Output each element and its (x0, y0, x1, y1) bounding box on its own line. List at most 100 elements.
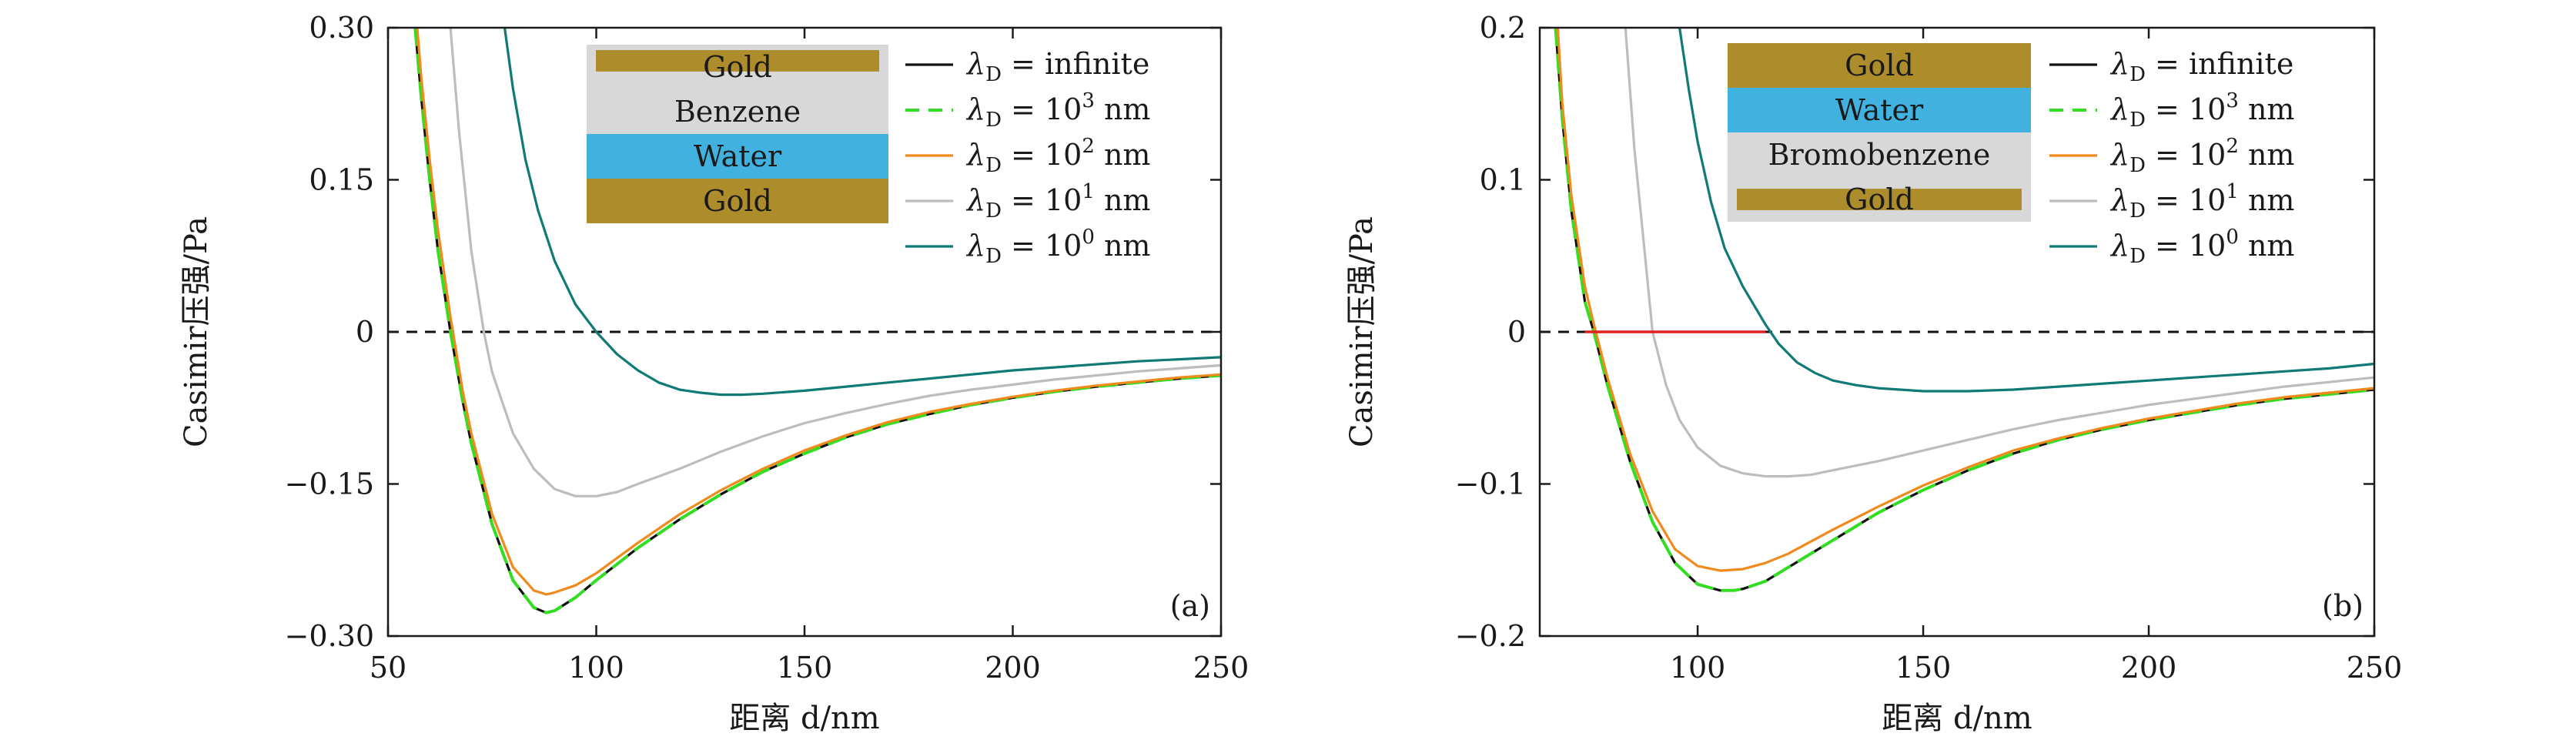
layer-label: Benzene (674, 95, 801, 129)
layer-label: Gold (1845, 182, 1914, 216)
legend-unit: nm (2239, 229, 2295, 263)
layer-label: Water (1835, 93, 1924, 127)
x-tick-label: 100 (568, 651, 624, 685)
legend-unit: nm (1095, 138, 1151, 172)
series-line-3 (1624, 28, 2374, 478)
legend-equals: = (1002, 92, 1045, 126)
y-tick-label: −0.2 (1455, 619, 1526, 653)
legend-subscript: D (985, 109, 1002, 132)
legend-base: 10 (2189, 92, 2226, 126)
x-axis-title: 距离 d/nm (1882, 701, 2032, 736)
layer-label: Gold (1845, 49, 1914, 82)
layer-label: Bromobenzene (1768, 138, 1991, 172)
legend-equals: = (2146, 183, 2189, 217)
x-tick-label: 200 (985, 651, 1041, 685)
legend-equals: = (2146, 138, 2189, 172)
series-group (413, 28, 1221, 614)
y-tick-label: 0.1 (1480, 163, 1526, 197)
legend-lambda: λ (2109, 229, 2129, 263)
legend-superscript: 0 (1082, 226, 1095, 249)
legend-lambda: λ (2109, 92, 2129, 126)
legend-subscript: D (2129, 245, 2146, 268)
legend-entry-4: λD = 100 nm (965, 226, 1150, 268)
layer-label: Water (694, 139, 782, 173)
legend-superscript: 3 (2226, 89, 2239, 112)
legend-subscript: D (985, 245, 1002, 268)
layer-label: Gold (703, 184, 772, 218)
legend-superscript: 3 (1082, 89, 1095, 112)
legend-equals: = (1002, 229, 1045, 263)
legend-subscript: D (2129, 109, 2146, 132)
layer-gold (587, 179, 888, 223)
legend-subscript: D (2129, 63, 2146, 86)
legend-subscript: D (2129, 199, 2146, 223)
x-tick-label: 250 (1193, 651, 1250, 685)
legend-superscript: 0 (2226, 226, 2239, 249)
layer-water (1728, 88, 2031, 132)
panel-label: (a) (1170, 589, 1210, 623)
legend-unit: nm (1095, 229, 1151, 263)
layer-stack-inset: Gold Benzene Water Gold (587, 45, 888, 223)
series-group (1554, 28, 2374, 592)
x-tick-label: 100 (1670, 651, 1726, 685)
legend-superscript: 2 (1082, 135, 1095, 158)
legend-base: 10 (1045, 229, 1082, 263)
x-tick-label: 150 (1895, 651, 1952, 685)
legend-unit: nm (2239, 138, 2295, 172)
series-line-4 (1678, 28, 2374, 393)
legend-entry-2: λD = 102 nm (965, 135, 1150, 177)
legend-base: 10 (1045, 138, 1082, 172)
y-tick-label: 0.2 (1480, 11, 1526, 45)
panel-label: (b) (2322, 589, 2364, 623)
x-tick-label: 50 (370, 651, 406, 685)
legend-subscript: D (985, 63, 1002, 86)
legend-base: 10 (1045, 92, 1082, 126)
legend-subscript: D (985, 199, 1002, 223)
series-line-3 (449, 28, 1221, 497)
legend-entry-1: λD = 103 nm (2109, 89, 2294, 132)
legend-unit: nm (1095, 183, 1151, 217)
layer-liquid (1728, 132, 2031, 177)
y-tick-label: −0.30 (285, 619, 374, 653)
legend-lambda: λ (965, 138, 985, 172)
legend-lambda: λ (2109, 183, 2129, 217)
legend-entry-0: λD = infinite (2109, 47, 2293, 86)
legend-superscript: 1 (2226, 180, 2239, 203)
x-tick-label: 150 (777, 651, 833, 685)
legend-entry-3: λD = 101 nm (2109, 180, 2294, 223)
legend-equals: = (2146, 229, 2189, 263)
layer-liquid (587, 89, 888, 134)
x-axis-title: 距离 d/nm (729, 701, 880, 736)
legend-equals: = (2146, 47, 2189, 81)
legend-base: 10 (1045, 183, 1082, 217)
layer-gold-film (1737, 189, 2022, 210)
y-tick-label: −0.1 (1455, 467, 1526, 501)
legend-subscript: D (2129, 154, 2146, 177)
legend-unit: nm (1095, 92, 1151, 126)
x-tick-label: 250 (2347, 651, 2403, 685)
legend-lambda: λ (965, 229, 985, 263)
legend-equals: = (1002, 47, 1045, 81)
layer-gold-film (596, 50, 879, 72)
y-axis-title: Casimir压强/Pa (179, 216, 214, 447)
legend-entry-2: λD = 102 nm (2109, 135, 2294, 177)
series-line-1 (1554, 28, 2374, 592)
legend-entry-1: λD = 103 nm (965, 89, 1150, 132)
legend-entry-0: λD = infinite (965, 47, 1149, 86)
legend-base: 10 (2189, 183, 2226, 217)
series-line-2 (1556, 28, 2374, 572)
legend-equals: = (2146, 92, 2189, 126)
series-line-4 (503, 28, 1221, 397)
legend-equals: = (1002, 138, 1045, 172)
legend-base: 10 (2189, 229, 2226, 263)
legend-superscript: 2 (2226, 135, 2239, 158)
legend-lambda: λ (965, 92, 985, 126)
y-tick-label: 0.30 (309, 11, 374, 45)
legend-unit: nm (2239, 183, 2295, 217)
series-line-2 (416, 28, 1221, 596)
x-tick-label: 200 (2121, 651, 2177, 685)
layer-stack-inset: Gold Water Bromobenzene Gold (1728, 43, 2031, 222)
